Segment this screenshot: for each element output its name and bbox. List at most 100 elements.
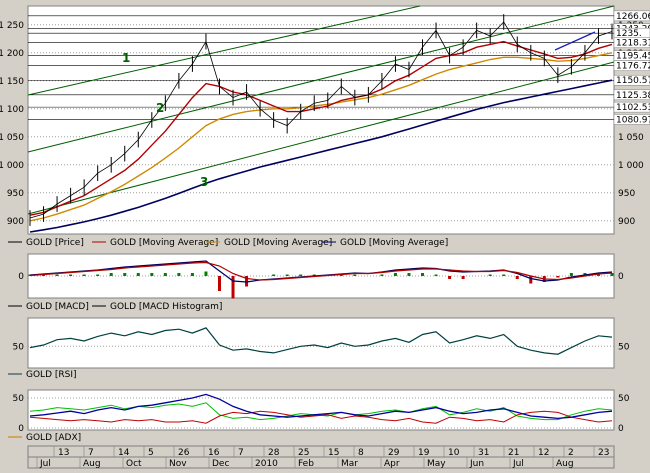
time-day-label: 2 [568,448,574,458]
adx-line [29,393,613,420]
time-day-label: 28 [268,448,280,458]
price-legend: GOLD [Price] GOLD [Moving Average] GOLD … [8,238,448,248]
price-plot [27,5,615,233]
rsi-y-axis: 50 50 [13,342,630,352]
time-axis-months: Jul Aug Oct Nov Dec 2010 Feb Mar Apr May Jun Jul Aug [36,457,574,469]
price-tick-left: 1 200 [0,49,24,59]
time-month-label: Apr [384,459,400,469]
legend-ma3: GOLD [Moving Average] [340,238,448,248]
time-day-label: 16 [208,448,220,458]
price-tick-left: 1 050 [0,133,24,143]
price-line [29,21,613,219]
price-y-axis-left: 1 250 1 200 1 150 1 100 1 050 1 000 950 900 [0,21,24,227]
trendline-blue [554,31,596,51]
price-tick-right: 950 [618,189,635,199]
price-panel[interactable] [27,5,615,235]
trendline-label: 2 [156,101,164,115]
price-tick-left: 950 [7,189,24,199]
legend-adx: GOLD [ADX] [26,433,81,443]
time-month-label: Dec [212,459,229,469]
trendline-label: 1 [122,51,130,65]
price-tick-left: 1 000 [0,161,24,171]
adx-legend: GOLD [ADX] [8,433,81,443]
price-tick-left: 1 250 [0,21,24,31]
ma-fast-line [29,40,613,216]
rsi-line [29,327,613,355]
price-level-box [613,74,650,86]
trendline-labels: 1 2 3 [122,51,208,189]
adx-panel[interactable] [27,389,615,431]
price-level-box [613,37,650,48]
rsi-tick-right: 50 [618,342,630,352]
trendline-1 [27,5,421,96]
rsi-panel[interactable] [27,317,615,369]
adx-plot [28,393,614,429]
macd-signal-line [29,261,613,281]
time-day-label: 14 [118,448,130,458]
time-day-label: 5 [148,448,154,458]
time-day-label: 12 [538,448,549,458]
price-level-label: 1266.060 [616,12,650,22]
time-day-label: 31 [478,448,489,458]
price-level-box [613,101,650,113]
rsi-tick-left: 50 [13,342,25,352]
legend-macd: GOLD [MACD] [26,302,89,312]
time-month-label: Mar [341,459,358,469]
time-day-label: 25 [298,448,309,458]
price-level-label: 1080.979 [616,115,650,125]
time-month-label: Jun [469,459,484,469]
macd-legend: GOLD [MACD] GOLD [MACD Histogram] [8,302,222,312]
time-day-label: 7 [88,448,94,458]
price-level-labels: 1266.0601243.2951235.1218.3161195.459117… [613,10,650,125]
price-level-label: 1218.316 [616,39,650,49]
trendline-2 [27,5,615,153]
time-day-label: 21 [508,448,519,458]
ma-mid-line [29,52,613,222]
price-tick-left: 1 100 [0,105,24,115]
price-level-label: 1125.389 [616,91,650,101]
time-month-label: Aug [83,459,101,469]
price-level-box [613,60,650,71]
time-month-label: Oct [126,459,142,469]
time-month-label: Nov [169,459,187,469]
adx-tick-right: 50 [618,394,630,404]
time-day-label: 26 [178,448,190,458]
price-level-box [613,10,650,22]
time-day-label: 8 [358,448,364,458]
price-level-box [613,89,650,101]
price-tick-left: 900 [7,217,24,227]
price-tick-right: 1 000 [618,161,644,171]
time-month-label: Jul [39,459,51,469]
macd-tick-left: 0 [18,272,24,282]
legend-ma2: GOLD [Moving Average] [224,238,332,248]
price-level-label: 1195.459 [616,52,650,62]
adx-tick-right: 0 [618,424,624,434]
time-month-label: May [427,459,446,469]
trendline-label: 3 [200,175,208,189]
time-day-label: 29 [388,448,400,458]
adx-di-minus-line [29,410,613,424]
adx-y-axis: 50 50 0 0 [13,394,630,434]
price-level-box [613,114,650,125]
price-level-label: 1150.571 [616,76,650,86]
macd-plot [28,260,614,299]
time-day-label: 10 [448,448,460,458]
macd-tick-right: 0 [618,272,624,282]
legend-price: GOLD [Price] [26,238,84,248]
rsi-plot [28,327,614,355]
legend-ma1: GOLD [Moving Average] [110,238,218,248]
time-axis-days: 13 7 14 5 26 16 7 28 25 15 8 29 19 10 31 21 12 2 23 [53,446,609,458]
price-tick-right: 900 [618,217,635,227]
price-level-label: 1176.721 [616,62,650,72]
time-day-label: 23 [598,448,609,458]
adx-tick-left: 0 [18,424,24,434]
time-month-label: Aug [556,459,574,469]
price-tick-right: 1 050 [618,133,644,143]
time-day-label: 19 [418,448,430,458]
price-level-label: 1235. [616,29,642,39]
price-level-label: 1102.530 [616,103,650,113]
legend-rsi: GOLD [RSI] [26,370,77,380]
legend-macd-hist: GOLD [MACD Histogram] [110,302,222,312]
time-day-label: 7 [238,448,244,458]
